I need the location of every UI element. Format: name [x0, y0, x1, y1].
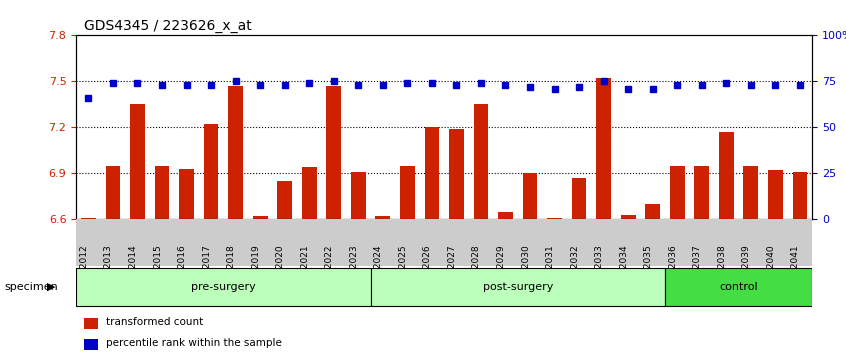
Bar [277, 181, 292, 354]
Bar [130, 104, 145, 354]
Bar [84, 339, 98, 350]
Text: transformed count: transformed count [106, 317, 203, 327]
Bar [719, 132, 733, 354]
FancyBboxPatch shape [665, 268, 812, 306]
Bar [596, 78, 611, 354]
Bar [81, 218, 96, 354]
Bar [523, 173, 537, 354]
Bar [768, 170, 783, 354]
Bar [204, 124, 218, 354]
Text: pre-surgery: pre-surgery [191, 282, 255, 292]
Bar [84, 318, 98, 329]
Bar [547, 218, 562, 354]
Text: control: control [719, 282, 758, 292]
Text: GDS4345 / 223626_x_at: GDS4345 / 223626_x_at [84, 19, 251, 33]
Bar [793, 172, 807, 354]
Text: specimen: specimen [4, 282, 58, 292]
Bar [155, 166, 169, 354]
Bar [572, 178, 586, 354]
Bar [106, 166, 120, 354]
Bar [498, 212, 513, 354]
Text: percentile rank within the sample: percentile rank within the sample [106, 338, 282, 348]
Bar [449, 129, 464, 354]
Bar [621, 215, 635, 354]
Bar [302, 167, 316, 354]
Bar [376, 216, 390, 354]
Bar [474, 104, 488, 354]
Bar [670, 166, 684, 354]
Bar [645, 204, 660, 354]
FancyBboxPatch shape [371, 268, 665, 306]
Bar [228, 86, 243, 354]
Bar [253, 216, 267, 354]
Bar [327, 86, 341, 354]
Bar [425, 127, 439, 354]
Bar [351, 172, 365, 354]
Text: ▶: ▶ [47, 282, 55, 292]
Text: post-surgery: post-surgery [482, 282, 553, 292]
Bar [695, 166, 709, 354]
Bar [400, 166, 415, 354]
FancyBboxPatch shape [76, 268, 371, 306]
Bar [744, 166, 758, 354]
Bar [179, 169, 194, 354]
